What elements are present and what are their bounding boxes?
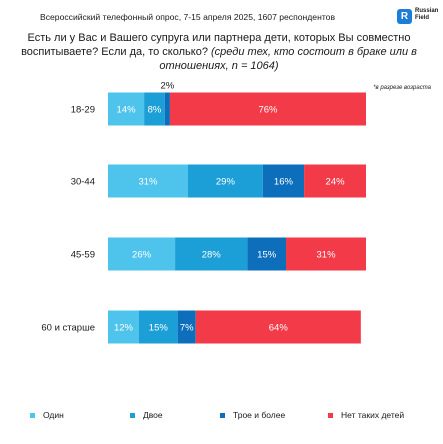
bar-segment	[144, 92, 165, 126]
legend-item: Один	[30, 410, 64, 420]
bar-segment	[138, 310, 178, 344]
legend-label: Двое	[143, 410, 163, 420]
category-label: 18-29	[71, 105, 95, 116]
legend-label: Один	[43, 410, 64, 420]
breakdown-note: *в разрезе возраста	[373, 85, 431, 91]
data-label: 28%	[202, 250, 222, 261]
category-label: 60 и старше	[41, 323, 95, 334]
legend-swatch	[130, 412, 135, 418]
data-label: 12%	[114, 323, 134, 334]
category-label: 30-44	[71, 177, 95, 188]
legend-item: Нет таких детей	[328, 410, 404, 420]
legend-swatch	[328, 412, 333, 418]
bar-segment	[286, 237, 366, 271]
question-main: Есть ли у Вас и Вашего супруга или партн…	[21, 32, 411, 58]
logo-text: Russian Field	[415, 8, 438, 22]
bar-segment	[187, 164, 263, 198]
bar-segment	[247, 237, 287, 271]
legend-swatch	[220, 412, 225, 418]
data-label: 64%	[269, 323, 289, 334]
bar-segment	[108, 92, 145, 126]
chart-legend: Один Двое Трое и более Нет таких детей	[0, 410, 443, 430]
bar-segment	[262, 164, 305, 198]
data-label: 29%	[216, 177, 236, 188]
bar-segment	[108, 237, 176, 271]
legend-swatch	[30, 412, 35, 418]
bar-segment	[108, 164, 188, 198]
bar-segment	[195, 310, 361, 344]
bar-segment	[175, 237, 248, 271]
logo-text-line2: Field	[415, 15, 430, 21]
data-label: 24%	[326, 177, 346, 188]
legend-label: Трое и более	[233, 410, 286, 420]
legend-item: Двое	[130, 410, 163, 420]
survey-info: Всероссийский телефонный опрос, 7-15 апр…	[40, 12, 336, 22]
category-label: 45-59	[71, 250, 95, 261]
logo-text-line1: Russian	[415, 8, 439, 14]
data-label: 76%	[258, 105, 278, 116]
logo-mark-icon: R	[397, 9, 412, 24]
data-label: 16%	[274, 177, 294, 188]
data-label: 31%	[317, 250, 337, 261]
data-label: 7%	[180, 323, 194, 334]
legend-item: Трое и более	[220, 410, 285, 420]
russian-field-logo: R Russian Field	[397, 8, 439, 30]
stacked-bar-chart: 18-29 14% 8% 2% 76% 30-44 31% 29% 16% 24% 45-59 26%…	[41, 81, 366, 344]
data-label: 26%	[132, 250, 152, 261]
question-sub: (среди тех, кто состоит в браке или в от…	[159, 46, 417, 72]
data-label: 15%	[257, 250, 277, 261]
data-label: 8%	[148, 105, 162, 116]
legend-label: Нет таких детей	[341, 410, 405, 420]
data-label: 2%	[160, 81, 174, 92]
bar-segment	[164, 92, 170, 126]
data-label: 14%	[117, 105, 137, 116]
question-title: Есть ли у Вас и Вашего супруга или партн…	[10, 31, 428, 73]
bar-segment	[304, 164, 366, 198]
bar-segment	[169, 92, 366, 126]
bar-segment	[177, 310, 196, 344]
bar-segment	[108, 310, 139, 344]
data-label: 31%	[138, 177, 158, 188]
data-label: 15%	[149, 323, 169, 334]
